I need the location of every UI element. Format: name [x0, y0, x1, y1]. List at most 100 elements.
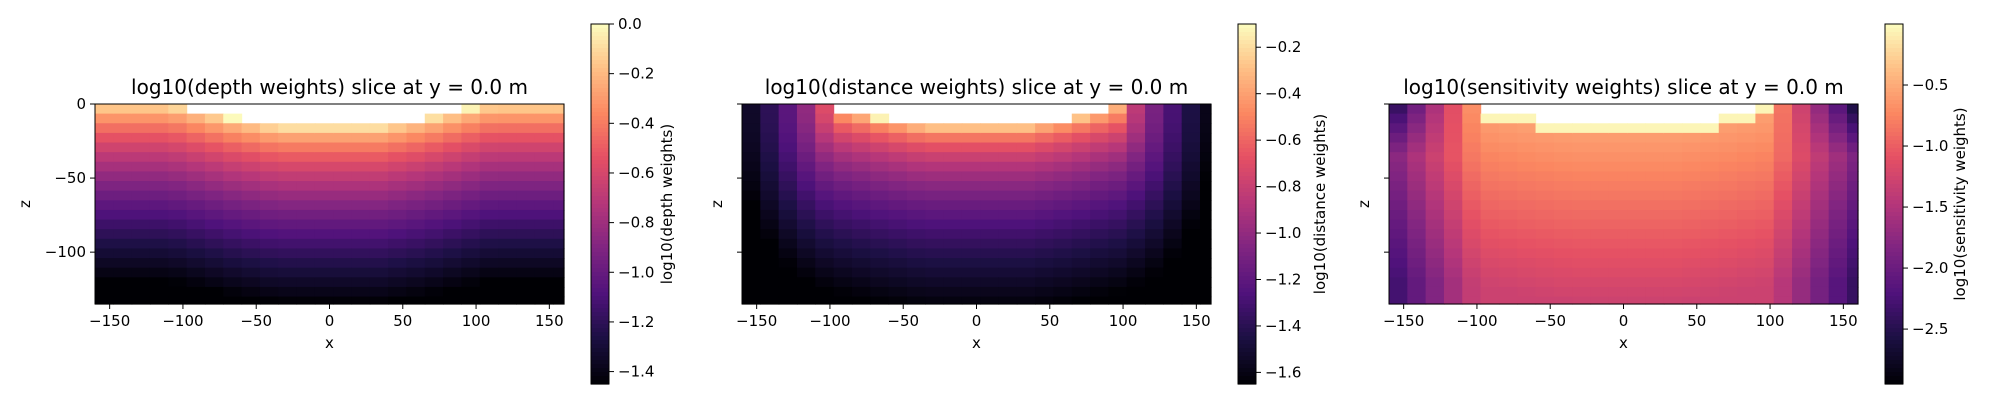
heatmap-cell	[461, 238, 481, 250]
heatmap-cell	[204, 277, 224, 288]
heatmap-cell	[204, 238, 224, 250]
heatmap-cell	[1682, 277, 1702, 288]
heatmap-cell	[1590, 267, 1610, 278]
heatmap-cell	[1828, 142, 1848, 153]
heatmap-cell	[1847, 277, 1859, 288]
heatmap-cell	[1773, 123, 1793, 134]
heatmap-cell	[1035, 152, 1055, 163]
colorbar-segment	[1885, 24, 1903, 29]
heatmap-cell	[1425, 229, 1445, 240]
heatmap-cell	[943, 142, 963, 153]
heatmap-cell	[168, 286, 188, 298]
heatmap-cell	[388, 171, 408, 182]
heatmap-cell	[186, 142, 206, 153]
heatmap-cell	[742, 123, 761, 134]
heatmap-cell	[406, 181, 426, 192]
heatmap-cell	[314, 229, 334, 240]
heatmap-cell	[1682, 171, 1702, 182]
heatmap-cell	[870, 248, 890, 259]
colorbar-segment	[1885, 48, 1903, 53]
heatmap-cell	[534, 190, 554, 201]
heatmap-cell	[906, 161, 926, 173]
heatmap-cell	[479, 190, 499, 201]
heatmap-cell	[424, 181, 444, 192]
heatmap-cell	[998, 219, 1018, 230]
heatmap-cell	[168, 200, 188, 211]
heatmap-cell	[760, 219, 780, 230]
heatmap-cell	[259, 286, 279, 298]
heatmap-cell	[778, 113, 798, 124]
heatmap-cell	[388, 277, 408, 288]
heatmap-cell	[1407, 286, 1427, 298]
heatmap-cell	[1718, 219, 1738, 230]
x-tick-label: −150	[1383, 312, 1424, 330]
heatmap-cell	[1108, 238, 1128, 250]
heatmap-cell	[443, 152, 463, 163]
heatmap-cell	[1163, 171, 1183, 182]
heatmap-cell	[1663, 219, 1683, 230]
heatmap-cell	[1407, 238, 1427, 250]
heatmap-cell	[443, 142, 463, 153]
heatmap-cell	[479, 258, 499, 269]
heatmap-cell	[833, 267, 853, 278]
heatmap-cell	[113, 142, 133, 153]
heatmap-cell	[1828, 267, 1848, 278]
colorbar-segment	[1238, 108, 1256, 113]
heatmap-cell	[1553, 181, 1573, 192]
heatmap-cell	[760, 277, 780, 288]
heatmap-cell	[1071, 142, 1091, 153]
heatmap-cell	[1071, 286, 1091, 298]
colorbar-segment	[1238, 280, 1256, 285]
heatmap-cell	[113, 104, 133, 115]
heatmap-cell	[406, 286, 426, 298]
heatmap-cell	[479, 104, 499, 115]
heatmap-cell	[534, 248, 554, 259]
heatmap-cell	[553, 123, 565, 134]
heatmap-cell	[424, 229, 444, 240]
heatmap-cell	[388, 190, 408, 201]
heatmap-cell	[369, 248, 389, 259]
heatmap-cell	[1810, 123, 1830, 134]
heatmap-cell	[1090, 113, 1110, 124]
colorbar-segment	[1885, 92, 1903, 97]
colorbar-segment	[591, 188, 609, 193]
heatmap-cell	[479, 181, 499, 192]
colorbar-segment	[1238, 84, 1256, 89]
colorbar-segment	[591, 60, 609, 65]
heatmap-cell	[998, 238, 1018, 250]
heatmap-cell	[479, 229, 499, 240]
heatmap-cell	[760, 286, 780, 298]
colorbar-segment	[591, 340, 609, 345]
heatmap-cell	[388, 123, 408, 134]
colorbar-tick-label: −1.4	[1265, 317, 1301, 335]
heatmap-cell	[1663, 296, 1683, 305]
heatmap-cell	[961, 200, 981, 211]
heatmap-cell	[1773, 296, 1793, 305]
heatmap-cell	[113, 132, 133, 144]
heatmap-cell	[1517, 181, 1537, 192]
heatmap-cell	[1200, 248, 1212, 259]
heatmap-cell	[498, 296, 517, 305]
heatmap-cell	[113, 171, 133, 182]
panel-depth: log10(depth weights) slice at y = 0.0 m−…	[16, 15, 676, 385]
colorbar-segment	[591, 24, 609, 29]
heatmap-cell	[1517, 238, 1537, 250]
heatmap-cell	[1572, 200, 1592, 211]
heatmap-cell	[1035, 258, 1055, 269]
colorbar-tick-label: −1.5	[1912, 198, 1948, 216]
heatmap-cell	[498, 248, 517, 259]
heatmap-cell	[1035, 248, 1055, 259]
colorbar-segment	[1885, 276, 1903, 281]
heatmap-cell	[1792, 142, 1811, 153]
heatmap-cell	[553, 181, 565, 192]
heatmap-cell	[259, 190, 279, 201]
colorbar-segment	[1885, 32, 1903, 37]
heatmap-cell	[131, 152, 151, 163]
heatmap-cell	[1627, 209, 1647, 221]
colorbar-segment	[591, 212, 609, 217]
heatmap-cell	[1553, 142, 1573, 153]
heatmap-cell	[1016, 142, 1036, 153]
heatmap-cell	[1792, 200, 1811, 211]
heatmap-cell	[1847, 248, 1859, 259]
colorbar-segment	[591, 264, 609, 269]
